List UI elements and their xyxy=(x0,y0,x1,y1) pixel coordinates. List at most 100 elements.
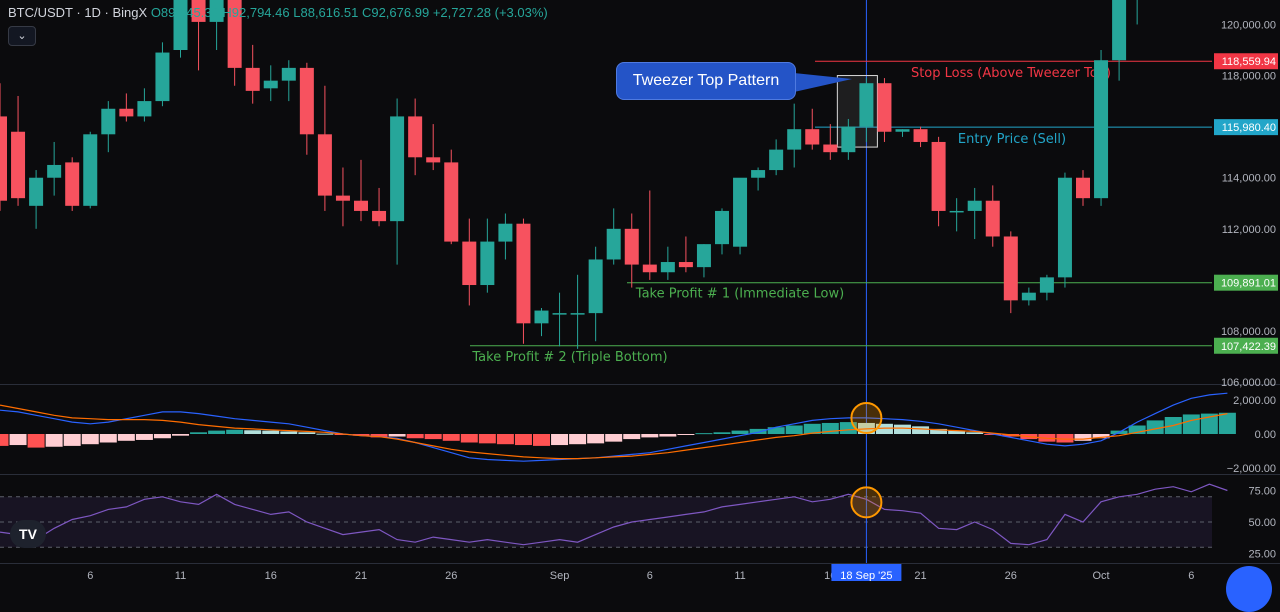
candle-body xyxy=(1112,0,1127,61)
candle-body xyxy=(642,264,657,273)
ohlc-high: H92,794.46 xyxy=(222,5,290,20)
price-tag-bg xyxy=(1214,119,1278,136)
crosshair-date-tag xyxy=(831,564,902,581)
macd-bar xyxy=(460,434,478,443)
macd-bar xyxy=(1074,434,1092,441)
price-tag: 107,422.39 xyxy=(1221,341,1276,353)
macd-bar xyxy=(99,434,117,443)
level-label: Stop Loss (Above Tweezer Top) xyxy=(911,66,1111,81)
macd-bar xyxy=(767,427,785,434)
time-tick: 26 xyxy=(1005,570,1017,581)
macd-bar xyxy=(406,434,424,439)
macd-tick: 0.00 xyxy=(1255,429,1276,441)
candle-body xyxy=(137,101,152,117)
macd-line xyxy=(0,392,1228,462)
macd-bar xyxy=(875,423,893,434)
candle-body xyxy=(119,108,134,117)
ohlc-low: L88,616.51 xyxy=(293,5,359,20)
macd-bar xyxy=(388,434,406,437)
macd-highlight-circle xyxy=(850,401,883,434)
macd-bar xyxy=(153,434,171,439)
candle-body xyxy=(245,67,260,91)
rsi-tick: 75.00 xyxy=(1248,486,1276,498)
macd-bar xyxy=(948,430,966,434)
candle-body xyxy=(877,83,892,132)
price-tick: 120,000.00 xyxy=(1221,19,1276,31)
candle-body xyxy=(841,126,856,153)
candle-body xyxy=(660,262,675,273)
candle-body xyxy=(173,0,188,51)
candle-body xyxy=(733,177,748,247)
macd-bar xyxy=(117,434,135,441)
time-tick: Sep xyxy=(550,570,570,581)
candle-body xyxy=(751,170,766,178)
rsi-tick: 50.00 xyxy=(1248,517,1276,529)
candle-body xyxy=(335,195,350,201)
candle-body xyxy=(29,177,44,206)
macd-bar xyxy=(0,434,9,446)
candle-body xyxy=(823,144,838,153)
candle-body xyxy=(624,228,639,265)
floating-action-button[interactable] xyxy=(1226,566,1272,612)
symbol-title[interactable]: BTC/USDT · 1D · BingX xyxy=(8,5,148,20)
time-tick: 26 xyxy=(445,570,457,581)
macd-bar xyxy=(930,428,948,434)
macd-tick: 2,000.00 xyxy=(1233,395,1276,407)
chart-canvas[interactable]: Stop Loss (Above Tweezer Top) Entry Price… xyxy=(0,0,1280,581)
crosshair-date-label: 18 Sep '25 xyxy=(840,570,892,581)
candle-body xyxy=(1003,236,1018,301)
price-tag: 109,891.01 xyxy=(1221,278,1276,290)
macd-bar xyxy=(81,434,99,445)
collapse-legend-button[interactable]: ⌄ xyxy=(8,26,36,46)
time-tick: 6 xyxy=(87,570,93,581)
time-tick: 21 xyxy=(355,570,367,581)
candle-body xyxy=(552,313,567,315)
macd-bar xyxy=(623,434,641,440)
macd-bar xyxy=(1146,420,1164,434)
price-tick: 106,000.00 xyxy=(1221,377,1276,389)
macd-tick: −2,000.00 xyxy=(1227,463,1276,475)
symbol-header: BTC/USDT · 1D · BingX O89,945.39 H92,794… xyxy=(8,5,548,20)
macd-bar xyxy=(749,428,767,434)
tweezer-top-callout: Tweezer Top Pattern xyxy=(616,62,796,100)
level-label: Take Profit # 1 (Immediate Low) xyxy=(635,287,844,302)
macd-bar xyxy=(63,434,81,446)
candle-body xyxy=(769,149,784,171)
candle-body xyxy=(426,157,441,163)
macd-signal-line xyxy=(0,404,1228,460)
price-tick: 108,000.00 xyxy=(1221,326,1276,338)
candle-body xyxy=(895,129,910,132)
price-tag-bg xyxy=(1214,53,1278,70)
macd-bar xyxy=(966,432,984,434)
rsi-highlight-circle xyxy=(850,486,883,519)
candle-body xyxy=(444,162,459,242)
candle-body xyxy=(967,200,982,211)
price-tag-bg xyxy=(1214,337,1278,354)
macd-bar xyxy=(785,425,803,434)
level-label: Take Profit # 2 (Triple Bottom) xyxy=(471,350,667,365)
candle-body xyxy=(0,116,7,201)
macd-bar xyxy=(1218,412,1236,434)
macd-bar xyxy=(695,433,713,435)
candle-body xyxy=(83,134,98,206)
rsi-tick: 25.00 xyxy=(1248,549,1276,561)
candle-body xyxy=(859,83,874,127)
candle-body xyxy=(1057,177,1072,278)
candle-body xyxy=(715,210,729,245)
candle-body xyxy=(390,116,405,222)
callout-pointer xyxy=(794,73,852,92)
time-tick: 21 xyxy=(914,570,926,581)
time-tick: 16 xyxy=(824,570,836,581)
candle-body xyxy=(372,210,387,222)
time-tick: 6 xyxy=(1188,570,1194,581)
macd-bar xyxy=(641,434,659,438)
candle-body xyxy=(317,134,332,196)
macd-bar xyxy=(478,434,496,444)
ohlc-close: C92,676.99 xyxy=(361,5,430,20)
macd-bar xyxy=(190,432,208,434)
macd-bar xyxy=(677,434,695,435)
tradingview-logo: TV xyxy=(10,520,46,548)
macd-bar xyxy=(298,432,316,434)
candle-body xyxy=(696,244,711,268)
price-tick: 112,000.00 xyxy=(1222,224,1276,236)
